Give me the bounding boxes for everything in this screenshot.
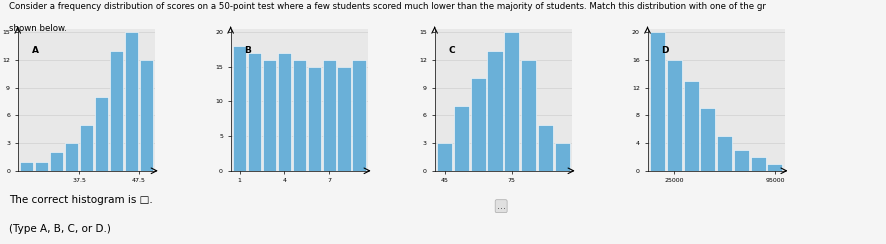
Bar	[470, 78, 486, 171]
Bar	[110, 51, 123, 171]
Bar	[139, 60, 152, 171]
Bar	[277, 53, 291, 171]
Text: (Type A, B, C, or D.): (Type A, B, C, or D.)	[9, 224, 111, 234]
Bar	[554, 143, 569, 171]
Bar	[537, 124, 552, 171]
Text: ...: ...	[496, 201, 505, 211]
Bar	[683, 81, 698, 171]
Bar	[20, 162, 34, 171]
Bar	[65, 143, 78, 171]
Bar	[733, 150, 748, 171]
Text: shown below.: shown below.	[9, 24, 66, 33]
Bar	[520, 60, 535, 171]
Bar	[337, 67, 351, 171]
Bar	[292, 60, 306, 171]
Bar	[649, 32, 664, 171]
Text: Consider a frequency distribution of scores on a 50-point test where a few stude: Consider a frequency distribution of sco…	[9, 2, 765, 11]
Bar	[503, 32, 518, 171]
Bar	[323, 60, 336, 171]
Bar	[95, 97, 108, 171]
Bar	[454, 106, 469, 171]
Bar	[750, 157, 765, 171]
Bar	[35, 162, 49, 171]
Bar	[262, 60, 276, 171]
Text: B: B	[245, 46, 251, 55]
Bar	[766, 164, 781, 171]
Bar	[307, 67, 321, 171]
Bar	[352, 60, 365, 171]
Bar	[233, 46, 246, 171]
Bar	[80, 124, 93, 171]
Bar	[716, 136, 731, 171]
Bar	[50, 152, 63, 171]
Bar	[247, 53, 261, 171]
Text: C: C	[447, 46, 455, 55]
Bar	[124, 32, 138, 171]
Text: A: A	[32, 46, 38, 55]
Bar	[487, 51, 502, 171]
Bar	[666, 60, 681, 171]
Bar	[437, 143, 452, 171]
Bar	[700, 108, 715, 171]
Text: D: D	[661, 46, 668, 55]
Text: The correct histogram is □.: The correct histogram is □.	[9, 195, 152, 205]
